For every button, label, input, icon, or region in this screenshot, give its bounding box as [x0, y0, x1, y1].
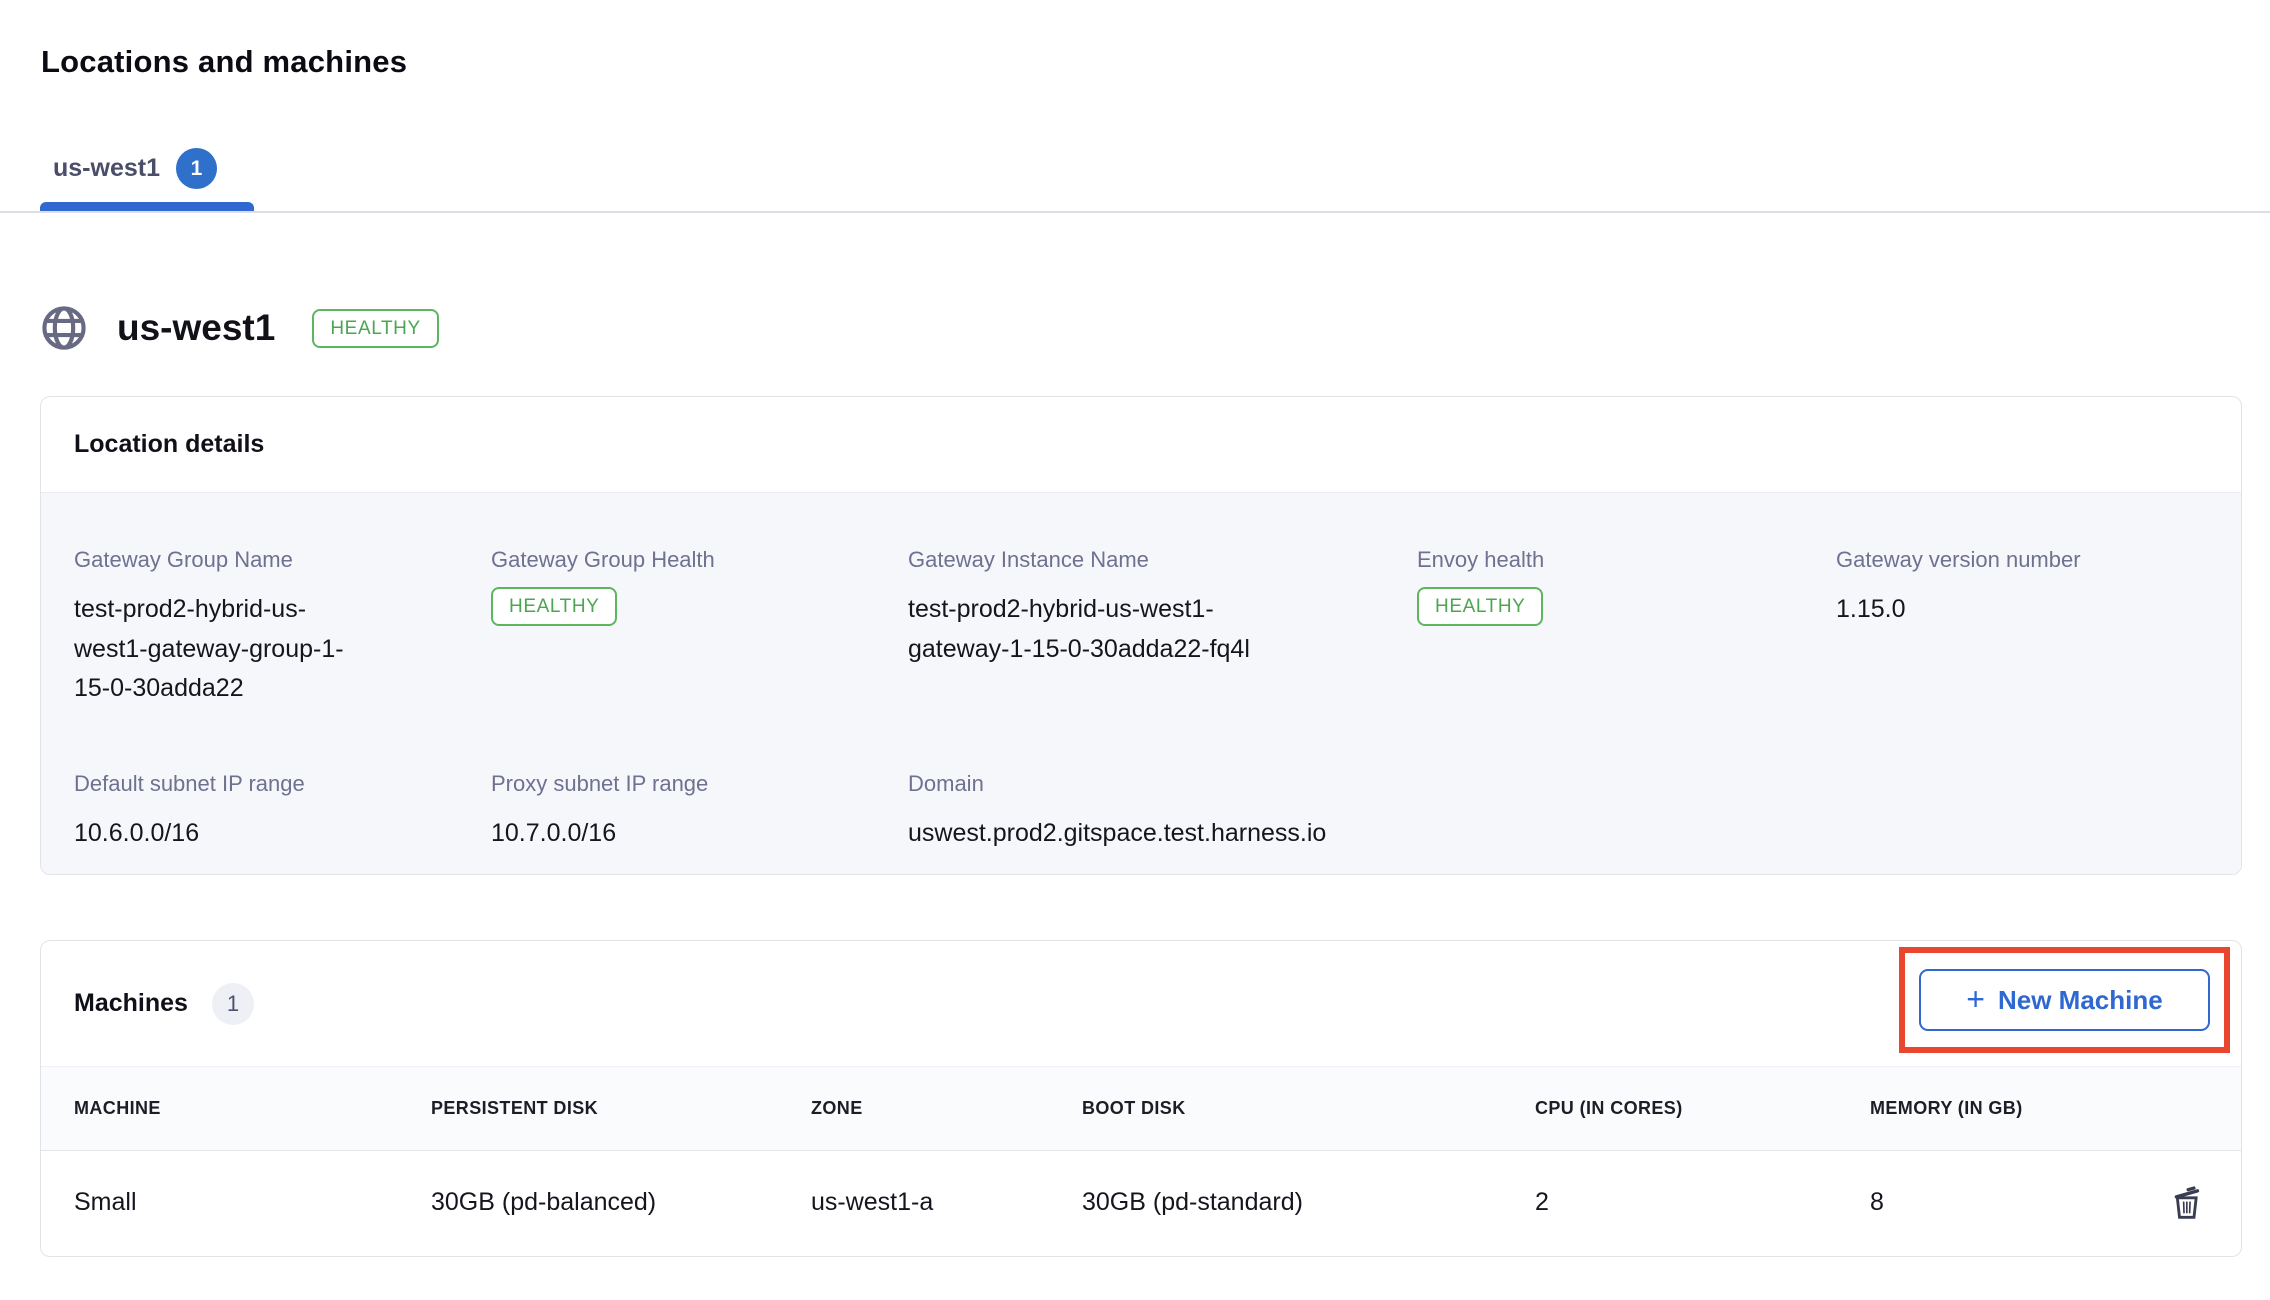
cell-machine: Small — [74, 1188, 137, 1216]
envoy-health-badge: HEALTHY — [1417, 587, 1544, 626]
machines-title: Machines — [74, 989, 188, 1017]
field-domain: Domain uswest.prod2.gitspace.test.harnes… — [908, 771, 1417, 854]
cell-cpu: 2 — [1535, 1188, 1549, 1216]
grid-spacer — [1417, 771, 1836, 854]
column-header-zone: ZONE — [811, 1098, 863, 1118]
location-details-body: Gateway Group Name test-prod2-hybrid-us-… — [41, 492, 2241, 874]
field-label: Gateway version number — [1836, 547, 2081, 572]
field-label: Proxy subnet IP range — [491, 770, 709, 796]
new-machine-button[interactable]: + New Machine — [1919, 969, 2210, 1031]
field-label: Envoy health — [1417, 547, 1545, 572]
column-header-persistent-disk: PERSISTENT DISK — [431, 1098, 599, 1118]
cell-zone: us-west1-a — [811, 1188, 934, 1216]
row-actions — [2148, 1183, 2208, 1223]
field-value: test-prod2-hybrid-us-west1-gateway-1-15-… — [908, 595, 1250, 663]
machine-table-row: Small 30GB (pd-balanced) us-west1-a 30GB… — [41, 1151, 2241, 1254]
location-details-title: Location details — [74, 430, 265, 458]
active-tab-underline — [40, 202, 254, 212]
field-label: Domain — [908, 770, 984, 796]
field-proxy-subnet: Proxy subnet IP range 10.7.0.0/16 — [491, 771, 908, 854]
region-name: us-west1 — [117, 307, 276, 348]
machines-card: Machines 1 + New Machine MACHINE PERSIST… — [40, 940, 2242, 1257]
field-value: 10.6.0.0/16 — [74, 818, 200, 847]
field-gateway-group-health: Gateway Group Health HEALTHY — [491, 547, 908, 709]
field-value: 1.15.0 — [1836, 595, 1906, 623]
column-header-memory: MEMORY (IN GB) — [1870, 1098, 2023, 1118]
globe-icon — [42, 306, 86, 350]
tab-label: us-west1 — [53, 154, 160, 182]
cell-persistent-disk: 30GB (pd-balanced) — [431, 1188, 657, 1216]
field-gateway-instance-name: Gateway Instance Name test-prod2-hybrid-… — [908, 547, 1417, 709]
field-gateway-group-name: Gateway Group Name test-prod2-hybrid-us-… — [74, 547, 491, 709]
cell-boot-disk: 30GB (pd-standard) — [1082, 1188, 1303, 1216]
machines-header: Machines 1 + New Machine — [41, 941, 2241, 1066]
field-gateway-version: Gateway version number 1.15.0 — [1836, 547, 2208, 709]
cell-memory: 8 — [1870, 1188, 1884, 1216]
tab-count-badge: 1 — [175, 148, 217, 189]
machines-count-badge: 1 — [211, 982, 254, 1025]
location-details-header: Location details — [41, 397, 2241, 492]
trash-icon — [2174, 1185, 2200, 1219]
column-header-machine: MACHINE — [74, 1098, 161, 1118]
grid-spacer — [1836, 771, 2208, 854]
delete-machine-button[interactable] — [2168, 1183, 2208, 1223]
location-details-card: Location details Gateway Group Name test… — [40, 396, 2242, 875]
field-value: test-prod2-hybrid-us-west1-gateway-group… — [74, 595, 344, 702]
field-value: uswest.prod2.gitspace.test.harness.io — [908, 818, 1327, 847]
column-header-boot-disk: BOOT DISK — [1082, 1098, 1186, 1118]
field-label: Default subnet IP range — [74, 770, 305, 796]
tabs-divider — [0, 211, 2270, 213]
new-machine-button-label: New Machine — [1997, 984, 2163, 1015]
field-label: Gateway Group Health — [491, 547, 715, 572]
plus-icon: + — [1966, 980, 1985, 1017]
region-header: us-west1 HEALTHY — [39, 303, 439, 353]
region-status-badge: HEALTHY — [312, 308, 439, 348]
field-badge-wrap: HEALTHY — [491, 587, 908, 626]
tab-us-west1[interactable]: us-west1 1 — [53, 148, 217, 189]
location-details-grid: Gateway Group Name test-prod2-hybrid-us-… — [74, 547, 2208, 853]
field-value: 10.7.0.0/16 — [491, 818, 617, 847]
field-badge-wrap: HEALTHY — [1417, 587, 1836, 626]
field-default-subnet: Default subnet IP range 10.6.0.0/16 — [74, 771, 491, 854]
annotation-highlight-box: + New Machine — [1899, 947, 2230, 1053]
field-envoy-health: Envoy health HEALTHY — [1417, 547, 1836, 709]
field-label: Gateway Group Name — [74, 547, 293, 572]
field-label: Gateway Instance Name — [908, 547, 1149, 572]
column-header-cpu: CPU (IN CORES) — [1535, 1098, 1683, 1118]
machines-table-header: MACHINE PERSISTENT DISK ZONE BOOT DISK C… — [41, 1066, 2241, 1151]
page-title: Locations and machines — [41, 44, 408, 79]
gateway-group-health-badge: HEALTHY — [491, 587, 618, 626]
